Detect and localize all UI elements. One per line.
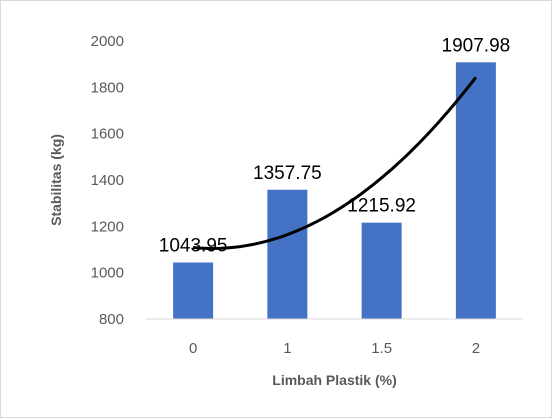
x-tick-label: 1.5 <box>371 340 392 357</box>
y-tick-label: 1800 <box>91 79 124 96</box>
data-label: 1907.98 <box>442 35 511 56</box>
bar <box>455 62 496 320</box>
y-tick-label: 1200 <box>91 218 124 235</box>
y-axis-title: Stabilitas (kg) <box>48 134 64 226</box>
bar <box>267 189 308 319</box>
x-tick-label: 2 <box>472 340 480 357</box>
bars <box>173 62 496 320</box>
trendline <box>192 76 478 251</box>
x-tick-label: 1 <box>283 340 291 357</box>
y-tick-label: 1000 <box>91 265 124 282</box>
data-label: 1357.75 <box>253 163 322 184</box>
y-tick-label: 1600 <box>91 126 124 143</box>
data-label: 1215.92 <box>347 196 416 217</box>
y-tick-label: 2000 <box>91 33 124 50</box>
bar <box>361 222 402 319</box>
data-labels: 1043.95 1357.75 1215.92 1907.98 <box>159 35 510 256</box>
y-axis-ticks: 800 1000 1200 1400 1600 1800 2000 <box>91 33 124 328</box>
data-label: 1043.95 <box>159 235 228 256</box>
x-axis-title: Limbah Plastik (%) <box>272 372 396 388</box>
y-tick-label: 1400 <box>91 172 124 189</box>
y-tick-label: 800 <box>99 311 124 328</box>
x-tick-label: 0 <box>189 340 197 357</box>
x-axis-ticks: 0 1 1.5 2 <box>189 340 480 357</box>
bar <box>173 262 214 319</box>
